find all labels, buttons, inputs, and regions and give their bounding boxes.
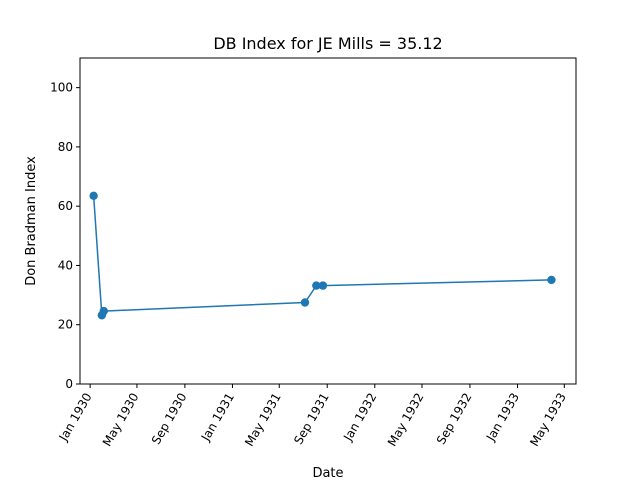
x-tick-label: Sep 1932 (434, 391, 475, 447)
y-tick-label: 60 (58, 199, 73, 213)
x-tick-label: Jan 1932 (340, 391, 379, 445)
x-axis-label: Date (312, 466, 343, 480)
x-tick-label: May 1932 (385, 391, 427, 449)
y-tick-label: 100 (50, 81, 73, 95)
y-axis-ticks: 0 20 40 60 80 100 (50, 81, 80, 391)
series-line (92, 195, 552, 319)
x-tick-label: May 1933 (527, 391, 569, 449)
x-tick-label: Jan 1930 (56, 391, 95, 445)
chart-title: DB Index for JE Mills = 35.12 (213, 34, 442, 53)
y-tick-label: 20 (58, 318, 73, 332)
plot-area (89, 191, 556, 320)
y-tick-label: 0 (65, 377, 73, 391)
data-point (318, 281, 328, 290)
x-tick-label: May 1931 (242, 391, 284, 449)
x-tick-label: Sep 1930 (149, 391, 190, 447)
x-tick-label: Sep 1931 (291, 391, 332, 447)
y-tick-label: 40 (58, 258, 73, 272)
x-axis-ticks: Jan 1930 May 1930 Sep 1930 Jan 1931 May 1931… (56, 384, 569, 449)
y-tick-label: 80 (58, 140, 73, 154)
data-point (312, 281, 321, 290)
data-point (99, 306, 108, 316)
data-point (300, 298, 310, 307)
data-point (89, 191, 98, 201)
x-tick-label: Jan 1933 (483, 391, 522, 445)
data-point (547, 275, 556, 285)
x-tick-label: Jan 1931 (198, 391, 237, 445)
x-tick-label: May 1930 (100, 391, 142, 449)
y-axis-label: Don Bradman Index (24, 156, 39, 286)
plot-frame (79, 57, 577, 385)
